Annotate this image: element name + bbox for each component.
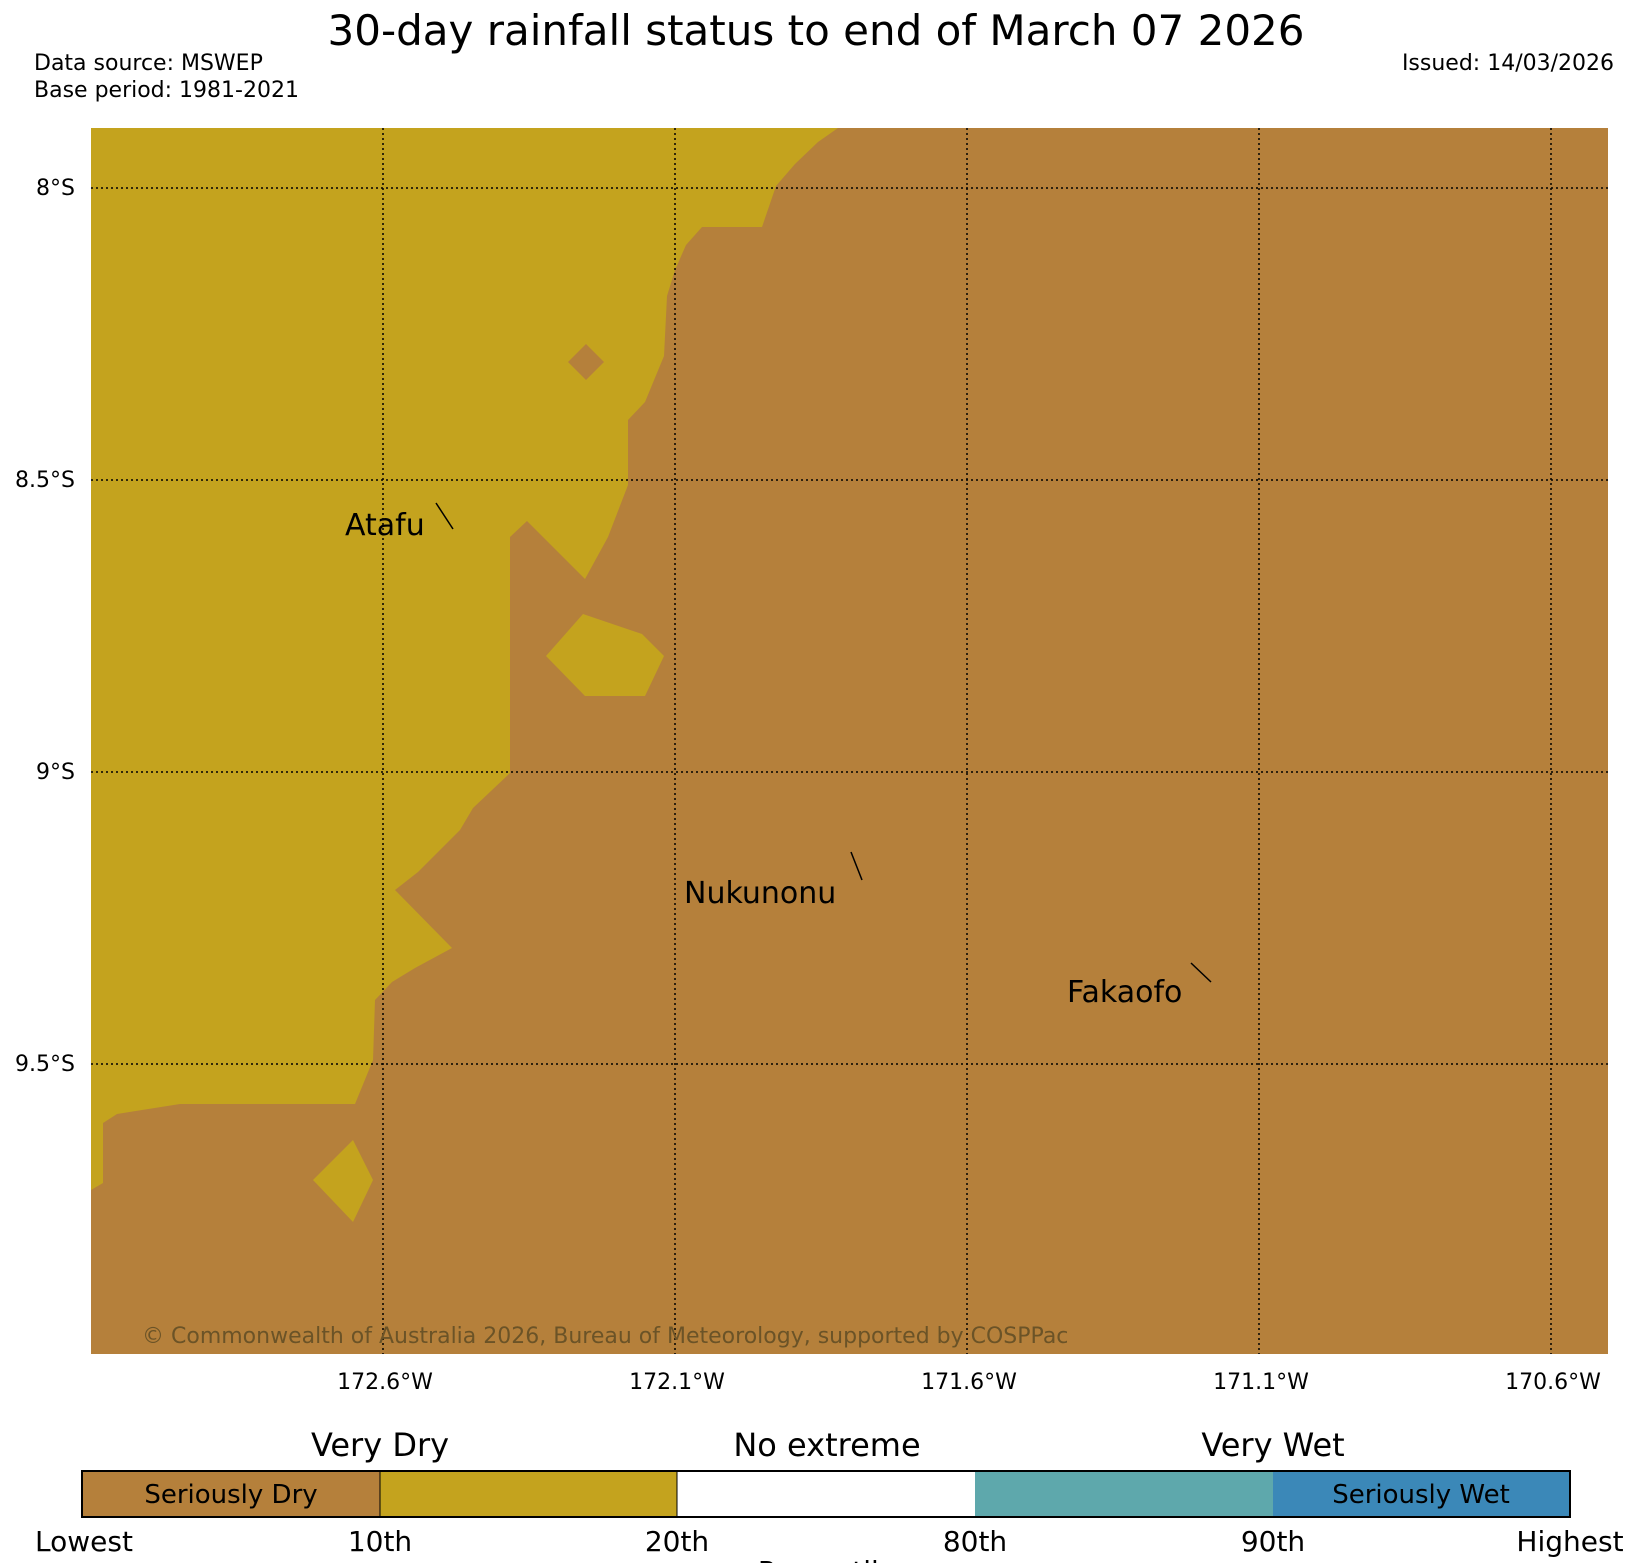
- map-title: 30-day rainfall status to end of March 0…: [327, 6, 1305, 55]
- issued-date: Issued: 14/03/2026: [1401, 51, 1614, 76]
- legend-categories: Very Dry No extreme Very Wet: [311, 1426, 1345, 1464]
- latitude-labels: 8°S 8.5°S 9°S 9.5°S: [15, 176, 75, 1077]
- lon-label: 172.6°W: [337, 1370, 433, 1395]
- legend-tick: Lowest: [35, 1525, 133, 1558]
- map-plot-area: [91, 128, 1608, 1354]
- metadata-left: Data source: MSWEP Base period: 1981-202…: [34, 50, 299, 104]
- lon-label: 171.6°W: [921, 1370, 1017, 1395]
- base-period: Base period: 1981-2021: [34, 78, 299, 103]
- atoll-markers: [435, 502, 1212, 983]
- legend-band-no-extreme: [677, 1471, 975, 1517]
- fakaofo-marker: [1190, 962, 1212, 983]
- legend-band-very-dry: [380, 1471, 677, 1517]
- nukunonu-marker: [850, 851, 863, 881]
- legend-category-very-dry: Very Dry: [311, 1426, 449, 1464]
- legend-tick: 20th: [645, 1525, 709, 1558]
- legend-colorbar: [81, 1470, 1571, 1518]
- map-grid: [91, 128, 1608, 1354]
- legend-tick: 80th: [943, 1525, 1007, 1558]
- lon-label: 172.1°W: [629, 1370, 725, 1395]
- legend-band-seriously-dry: [82, 1471, 380, 1517]
- legend-tick: Highest: [1516, 1525, 1623, 1558]
- lon-label: 170.6°W: [1505, 1370, 1601, 1395]
- lat-label: 9.5°S: [15, 1052, 75, 1077]
- lat-label: 8°S: [36, 176, 75, 201]
- lon-label: 171.1°W: [1213, 1370, 1309, 1395]
- very-dry-patch: [313, 1140, 373, 1222]
- legend-band-seriously-wet: [1273, 1471, 1570, 1517]
- place-label-atafu: Atafu: [345, 508, 425, 543]
- legend-tick: 10th: [348, 1525, 412, 1558]
- legend-category-no-extreme: No extreme: [733, 1426, 920, 1464]
- place-label-nukunonu: Nukunonu: [684, 876, 836, 911]
- legend-band-very-wet: [975, 1471, 1273, 1517]
- place-label-fakaofo: Fakaofo: [1067, 975, 1182, 1010]
- data-source: Data source: MSWEP: [34, 51, 263, 76]
- place-labels: Atafu Nukunonu Fakaofo: [345, 508, 1182, 1010]
- legend-tick: 90th: [1241, 1525, 1305, 1558]
- seriously-dry-patch: [568, 344, 604, 380]
- copyright-text: © Commonwealth of Australia 2026, Bureau…: [142, 1324, 1068, 1349]
- atafu-marker: [435, 502, 454, 530]
- very-dry-region: [91, 128, 838, 1190]
- longitude-labels: 172.6°W 172.1°W 171.6°W 171.1°W 170.6°W: [337, 1370, 1601, 1395]
- legend-axis-label: Percentile: [758, 1555, 896, 1563]
- legend-category-very-wet: Very Wet: [1201, 1426, 1344, 1464]
- legend-label-seriously-wet: Seriously Wet: [1332, 1480, 1510, 1510]
- legend-ticks: Lowest 10th 20th 80th 90th Highest: [35, 1525, 1624, 1558]
- very-dry-patch: [546, 614, 664, 696]
- lat-label: 9°S: [36, 760, 75, 785]
- legend-label-seriously-dry: Seriously Dry: [144, 1480, 317, 1510]
- lat-label: 8.5°S: [15, 468, 75, 493]
- legend-band-labels: Seriously Dry Seriously Wet: [144, 1480, 1509, 1510]
